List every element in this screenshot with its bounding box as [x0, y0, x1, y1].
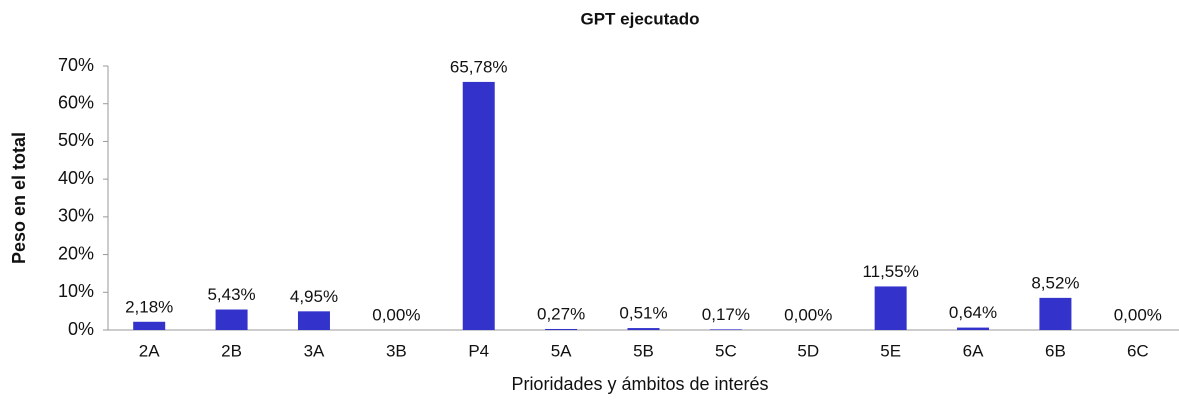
bar	[462, 81, 495, 330]
value-label: 5,43%	[207, 285, 255, 304]
bar	[957, 327, 990, 330]
x-axis-label: Prioridades y ámbitos de interés	[511, 374, 768, 394]
y-tick-label: 60%	[58, 92, 94, 112]
value-label: 8,52%	[1031, 273, 1079, 292]
x-tick-label: 5B	[633, 341, 654, 360]
x-tick-label: 3A	[304, 341, 325, 360]
y-tick-label: 0%	[68, 319, 94, 339]
bar	[297, 311, 330, 330]
y-tick-label: 30%	[58, 206, 94, 226]
x-tick-label: 5D	[797, 341, 819, 360]
x-tick-label: 6A	[963, 341, 984, 360]
x-tick-label: 5C	[715, 341, 737, 360]
bar	[545, 328, 578, 330]
x-tick-label: 6B	[1045, 341, 1066, 360]
x-tick-label: 5A	[551, 341, 572, 360]
bar	[133, 321, 166, 330]
y-tick-label: 10%	[58, 281, 94, 301]
value-label: 0,27%	[537, 304, 585, 323]
bar	[709, 329, 742, 330]
value-label: 0,00%	[372, 305, 420, 324]
bar	[627, 328, 660, 330]
x-tick-label: 2A	[139, 341, 160, 360]
y-axis-label: Peso en el total	[9, 132, 29, 264]
value-label: 0,51%	[619, 304, 667, 323]
value-label: 11,55%	[862, 262, 918, 281]
value-label: 0,64%	[949, 303, 997, 322]
y-tick-label: 50%	[58, 130, 94, 150]
bar	[874, 286, 907, 330]
x-tick-label: P4	[468, 341, 489, 360]
value-label: 0,17%	[702, 305, 750, 324]
y-tick-label: 40%	[58, 168, 94, 188]
value-label: 0,00%	[1114, 305, 1162, 324]
value-label: 0,00%	[784, 305, 832, 324]
value-label: 4,95%	[290, 287, 338, 306]
x-tick-label: 6C	[1127, 341, 1149, 360]
bar	[1039, 297, 1072, 330]
x-tick-label: 2B	[221, 341, 242, 360]
value-label: 65,78%	[450, 57, 508, 76]
x-tick-label: 3B	[386, 341, 407, 360]
chart-title: GPT ejecutado	[580, 9, 699, 28]
y-tick-label: 20%	[58, 243, 94, 263]
y-tick-label: 70%	[58, 55, 94, 75]
x-tick-label: 5E	[880, 341, 901, 360]
bar	[215, 309, 248, 330]
value-label: 2,18%	[125, 297, 173, 316]
